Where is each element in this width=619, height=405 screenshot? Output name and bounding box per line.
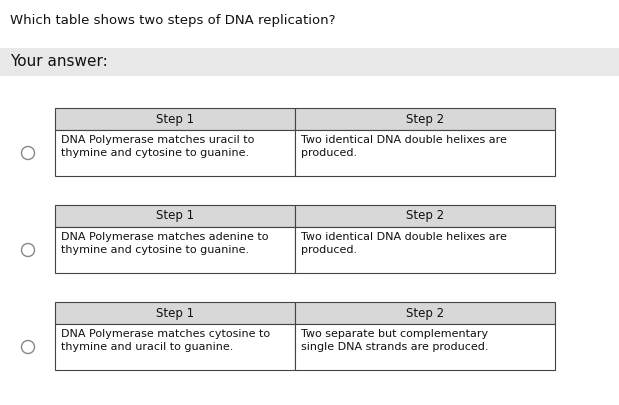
FancyBboxPatch shape	[55, 227, 295, 273]
FancyBboxPatch shape	[55, 302, 295, 324]
FancyBboxPatch shape	[295, 205, 555, 227]
Text: DNA Polymerase matches uracil to
thymine and cytosine to guanine.: DNA Polymerase matches uracil to thymine…	[61, 135, 254, 158]
FancyBboxPatch shape	[295, 108, 555, 130]
Text: Which table shows two steps of DNA replication?: Which table shows two steps of DNA repli…	[10, 14, 335, 27]
Text: Step 2: Step 2	[406, 209, 444, 222]
Text: Your answer:: Your answer:	[10, 55, 108, 70]
FancyBboxPatch shape	[295, 302, 555, 324]
Text: DNA Polymerase matches cytosine to
thymine and uracil to guanine.: DNA Polymerase matches cytosine to thymi…	[61, 329, 270, 352]
FancyBboxPatch shape	[295, 324, 555, 370]
Text: Two separate but complementary
single DNA strands are produced.: Two separate but complementary single DN…	[301, 329, 488, 352]
FancyBboxPatch shape	[55, 324, 295, 370]
Text: Step 2: Step 2	[406, 113, 444, 126]
FancyBboxPatch shape	[0, 48, 619, 76]
Text: Two identical DNA double helixes are
produced.: Two identical DNA double helixes are pro…	[301, 232, 507, 255]
Text: Step 1: Step 1	[156, 209, 194, 222]
FancyBboxPatch shape	[55, 108, 295, 130]
FancyBboxPatch shape	[295, 227, 555, 273]
Text: DNA Polymerase matches adenine to
thymine and cytosine to guanine.: DNA Polymerase matches adenine to thymin…	[61, 232, 269, 255]
FancyBboxPatch shape	[55, 205, 295, 227]
FancyBboxPatch shape	[295, 130, 555, 176]
FancyBboxPatch shape	[55, 130, 295, 176]
Text: Step 1: Step 1	[156, 307, 194, 320]
Text: Step 1: Step 1	[156, 113, 194, 126]
Text: Two identical DNA double helixes are
produced.: Two identical DNA double helixes are pro…	[301, 135, 507, 158]
Text: Step 2: Step 2	[406, 307, 444, 320]
